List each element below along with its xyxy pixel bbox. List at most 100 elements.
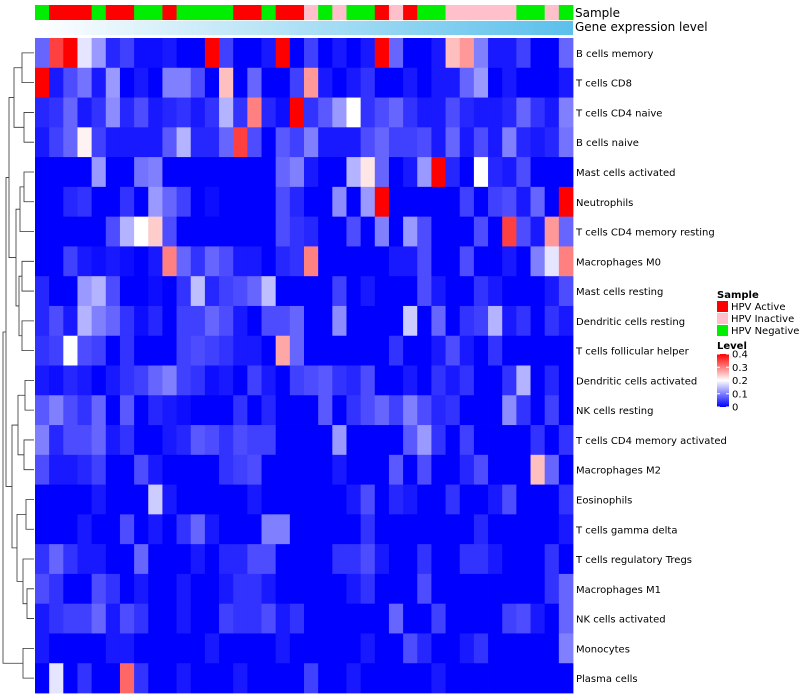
heatmap-cell	[119, 335, 135, 366]
heatmap-cell	[49, 305, 64, 337]
heatmap-cell	[190, 305, 206, 337]
heatmap-cell	[162, 246, 177, 277]
heatmap-cell	[488, 335, 503, 366]
heatmap-cell	[360, 157, 376, 188]
heatmap-cell	[459, 633, 475, 664]
heatmap-cell	[91, 216, 107, 247]
heatmap-cell	[261, 127, 277, 158]
heatmap-cell	[374, 67, 390, 98]
heatmap-cells	[35, 38, 574, 694]
heatmap-cell	[403, 38, 418, 69]
heatmap-cell	[488, 276, 503, 307]
heatmap-cell	[91, 97, 107, 128]
heatmap-cell	[261, 544, 277, 575]
heatmap-cell	[445, 454, 461, 485]
heatmap-cell	[459, 484, 475, 515]
heatmap-cell	[473, 454, 489, 485]
heatmap-cell	[502, 246, 517, 277]
heatmap-cell	[49, 157, 64, 188]
heatmap-cell	[530, 246, 546, 277]
heatmap-cell	[289, 365, 305, 396]
heatmap-cell	[148, 514, 163, 545]
heatmap-cell	[558, 633, 574, 664]
heatmap-cell	[77, 484, 93, 515]
heatmap-cell	[544, 603, 560, 634]
dendrogram-branch	[2, 331, 23, 664]
sample-annotation-cell	[304, 5, 319, 20]
heatmap-cell	[502, 603, 517, 634]
heatmap-cell	[105, 425, 121, 456]
heatmap-cell	[63, 246, 78, 277]
heatmap-cell	[105, 395, 121, 426]
heatmap-cell	[190, 38, 206, 69]
heatmap-cell	[63, 395, 78, 426]
heatmap-cell	[247, 246, 262, 277]
heatmap-cell	[502, 38, 517, 69]
heatmap-cell	[318, 67, 333, 98]
heatmap-cell	[119, 305, 135, 337]
heatmap-cell	[346, 305, 362, 337]
heatmap-cell	[304, 335, 319, 366]
heatmap-cell	[190, 157, 206, 188]
heatmap-cell	[247, 663, 262, 694]
heatmap-cell	[445, 276, 461, 307]
row-label: Plasma cells	[576, 674, 638, 685]
heatmap-cell	[63, 544, 78, 575]
heatmap-cell	[35, 97, 50, 128]
sample-annotation-cell	[445, 5, 461, 20]
heatmap-cell	[388, 97, 404, 128]
heatmap-cell	[35, 157, 50, 188]
row-label: Macrophages M2	[576, 466, 661, 477]
heatmap-cell	[332, 97, 347, 128]
heatmap-cell	[105, 544, 121, 575]
heatmap-cell	[332, 216, 347, 247]
heatmap-cell	[289, 97, 305, 128]
heatmap-cell	[49, 246, 64, 277]
heatmap-cell	[176, 425, 192, 456]
sample-annotation-cell	[91, 5, 107, 20]
heatmap-cell	[318, 186, 333, 218]
heatmap-cell	[219, 425, 234, 456]
heatmap-cell	[91, 127, 107, 158]
heatmap-cell	[374, 127, 390, 158]
heatmap-cell	[304, 276, 319, 307]
heatmap-cell	[360, 663, 376, 694]
heatmap-cell	[219, 38, 234, 69]
heatmap-cell	[445, 246, 461, 277]
heatmap-cell	[431, 544, 446, 575]
heatmap-cell	[134, 67, 149, 98]
heatmap-cell	[275, 514, 291, 545]
heatmap-cell	[77, 454, 93, 485]
dendrogram-branch	[8, 97, 16, 258]
heatmap-cell	[502, 573, 517, 605]
heatmap-cell	[459, 603, 475, 634]
heatmap-cell	[105, 127, 121, 158]
heatmap-cell	[91, 544, 107, 575]
heatmap-cell	[162, 425, 177, 456]
heatmap-cell	[459, 335, 475, 366]
heatmap-cell	[134, 127, 149, 158]
heatmap-cell	[219, 127, 234, 158]
heatmap-cell	[204, 395, 220, 426]
heatmap-cell	[445, 663, 461, 694]
heatmap-cell	[459, 305, 475, 337]
heatmap-cell	[318, 335, 333, 366]
heatmap-cell	[63, 663, 78, 694]
heatmap-cell	[148, 276, 163, 307]
heatmap-cell	[502, 216, 517, 247]
heatmap-cell	[473, 514, 489, 545]
heatmap-cell	[530, 603, 546, 634]
heatmap-cell	[289, 127, 305, 158]
heatmap-cell	[530, 67, 546, 98]
heatmap-cell	[374, 514, 390, 545]
heatmap-cell	[488, 663, 503, 694]
heatmap-cell	[91, 573, 107, 605]
heatmap-cell	[219, 633, 234, 664]
heatmap-cell	[176, 544, 192, 575]
heatmap-cell	[403, 603, 418, 634]
heatmap-cell	[119, 97, 135, 128]
heatmap-cell	[403, 157, 418, 188]
heatmap-cell	[431, 573, 446, 605]
heatmap-cell	[77, 67, 93, 98]
heatmap-cell	[219, 157, 234, 188]
